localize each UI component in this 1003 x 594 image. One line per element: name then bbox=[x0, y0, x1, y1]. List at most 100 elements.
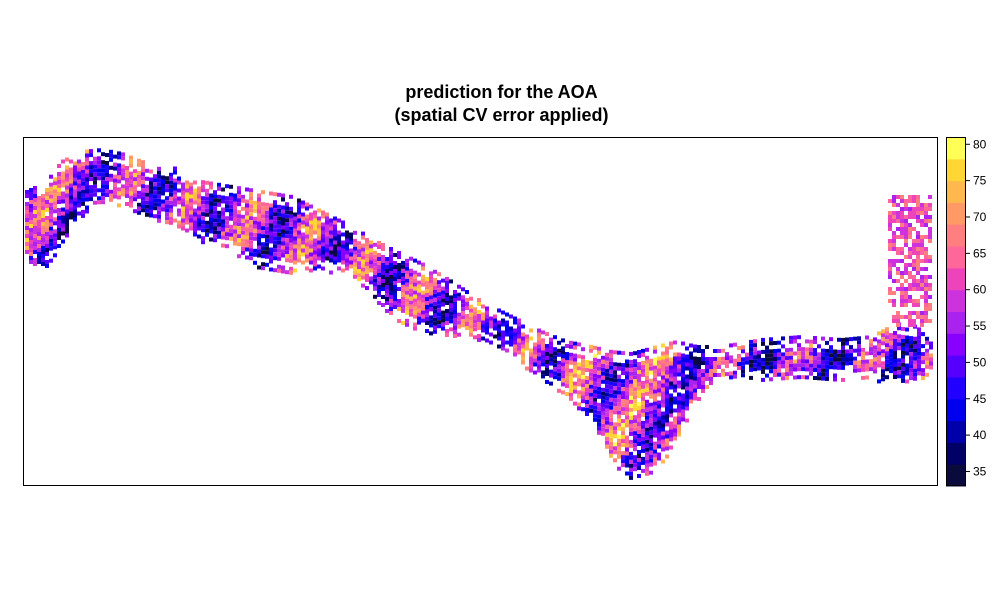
raster-cell bbox=[525, 338, 529, 343]
raster-cell bbox=[629, 403, 633, 408]
raster-cell bbox=[237, 194, 241, 199]
raster-cell bbox=[920, 283, 924, 287]
raster-cell bbox=[53, 205, 57, 210]
raster-cell bbox=[725, 360, 729, 365]
raster-cell bbox=[625, 451, 629, 456]
raster-cell bbox=[673, 396, 677, 401]
raster-cell bbox=[241, 234, 245, 239]
raster-cell bbox=[277, 220, 281, 225]
raster-cell bbox=[397, 299, 401, 303]
raster-cell bbox=[589, 376, 593, 381]
raster-cell bbox=[241, 242, 245, 247]
raster-cell bbox=[853, 368, 857, 373]
raster-cell bbox=[149, 213, 153, 218]
raster-cell bbox=[829, 353, 833, 358]
raster-cell bbox=[241, 218, 245, 223]
raster-cell bbox=[229, 196, 233, 201]
raster-cell bbox=[65, 181, 69, 186]
raster-cell bbox=[537, 356, 541, 361]
raster-cell bbox=[57, 220, 61, 224]
raster-cell bbox=[609, 397, 613, 402]
raster-cell bbox=[920, 275, 924, 279]
raster-cell bbox=[908, 311, 912, 315]
raster-cell bbox=[421, 278, 425, 283]
raster-cell bbox=[565, 360, 569, 364]
raster-cell bbox=[233, 225, 237, 230]
raster-cell bbox=[593, 365, 597, 370]
raster-cell bbox=[681, 373, 685, 378]
raster-cell bbox=[25, 238, 29, 242]
raster-cell bbox=[892, 195, 896, 199]
raster-cell bbox=[421, 282, 425, 287]
raster-cell bbox=[385, 285, 389, 289]
raster-cell bbox=[141, 176, 145, 181]
raster-cell bbox=[245, 219, 249, 224]
raster-cell bbox=[425, 301, 429, 305]
raster-cell bbox=[657, 384, 661, 389]
raster-cell bbox=[569, 388, 573, 393]
raster-cell bbox=[924, 203, 928, 207]
raster-cell bbox=[421, 290, 425, 295]
raster-cell bbox=[453, 298, 457, 302]
raster-cell bbox=[673, 416, 677, 421]
raster-cell bbox=[900, 299, 904, 303]
raster-cell bbox=[609, 377, 613, 382]
raster-cell bbox=[413, 298, 417, 303]
raster-cell bbox=[45, 228, 49, 232]
raster-cell bbox=[649, 366, 653, 371]
raster-cell bbox=[689, 399, 693, 404]
raster-cell bbox=[69, 167, 73, 172]
raster-cell bbox=[912, 275, 916, 279]
raster-cell bbox=[65, 173, 69, 178]
raster-cell bbox=[489, 324, 493, 329]
raster-cell bbox=[913, 368, 917, 373]
raster-cell bbox=[888, 259, 892, 263]
raster-cell bbox=[789, 335, 793, 340]
raster-cell bbox=[109, 193, 113, 198]
raster-cell bbox=[93, 192, 97, 197]
raster-cell bbox=[81, 181, 85, 186]
raster-cell bbox=[761, 357, 765, 362]
raster-cell bbox=[717, 365, 721, 369]
raster-cell bbox=[77, 203, 81, 208]
raster-cell bbox=[113, 162, 117, 167]
raster-cell bbox=[916, 263, 920, 267]
raster-cell bbox=[669, 433, 673, 438]
raster-cell bbox=[649, 402, 653, 407]
raster-cell bbox=[401, 268, 405, 273]
raster-cell bbox=[57, 172, 61, 176]
raster-cell bbox=[389, 303, 393, 307]
raster-cell bbox=[233, 233, 237, 238]
raster-cell bbox=[912, 247, 916, 251]
raster-cell bbox=[461, 315, 465, 320]
raster-cell bbox=[573, 389, 577, 394]
raster-cell bbox=[637, 414, 641, 418]
raster-cell bbox=[904, 223, 908, 227]
raster-cell bbox=[681, 397, 685, 402]
raster-cell bbox=[305, 226, 309, 231]
raster-cell bbox=[145, 200, 149, 205]
raster-cell bbox=[373, 286, 377, 291]
raster-cell bbox=[261, 222, 265, 227]
raster-cell bbox=[469, 316, 473, 321]
raster-cell bbox=[197, 202, 201, 207]
raster-cell bbox=[601, 391, 605, 396]
raster-cell bbox=[693, 388, 697, 393]
raster-cell bbox=[593, 361, 597, 366]
raster-cell bbox=[289, 246, 293, 251]
raster-cell bbox=[705, 365, 709, 369]
raster-cell bbox=[865, 367, 869, 372]
raster-cell bbox=[293, 252, 297, 257]
raster-cell bbox=[689, 379, 693, 384]
raster-cell bbox=[637, 450, 641, 454]
raster-cell bbox=[625, 399, 629, 404]
raster-cell bbox=[501, 310, 505, 315]
raster-cell bbox=[633, 363, 637, 368]
raster-cell bbox=[33, 230, 37, 234]
raster-cell bbox=[801, 351, 805, 356]
raster-cell bbox=[877, 339, 881, 344]
raster-cell bbox=[541, 330, 545, 335]
raster-cell bbox=[821, 336, 825, 341]
raster-cell bbox=[445, 277, 449, 281]
raster-cell bbox=[329, 254, 333, 259]
